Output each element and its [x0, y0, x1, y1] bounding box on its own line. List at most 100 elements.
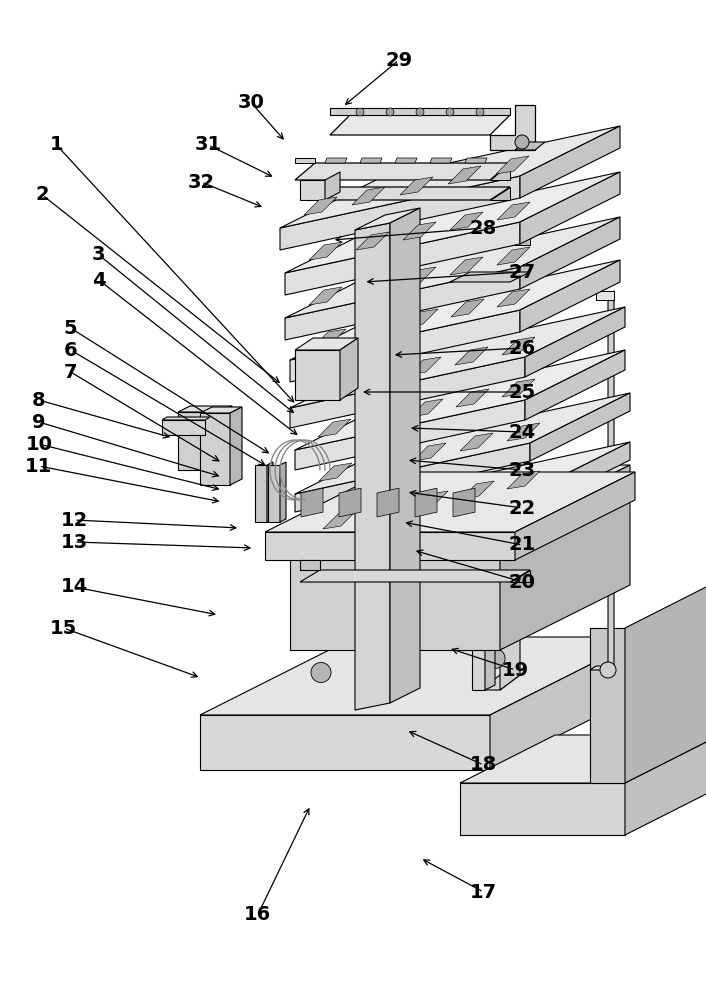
- Polygon shape: [415, 491, 448, 509]
- Polygon shape: [403, 267, 436, 285]
- Polygon shape: [400, 177, 433, 195]
- Polygon shape: [502, 379, 535, 397]
- Text: 19: 19: [502, 660, 529, 680]
- Polygon shape: [410, 399, 443, 417]
- Polygon shape: [450, 212, 483, 230]
- Text: 27: 27: [509, 262, 536, 282]
- Circle shape: [515, 135, 529, 149]
- Polygon shape: [280, 462, 286, 522]
- Polygon shape: [461, 481, 494, 499]
- Circle shape: [496, 484, 507, 494]
- Polygon shape: [295, 158, 315, 163]
- Polygon shape: [162, 417, 210, 420]
- Polygon shape: [200, 715, 490, 770]
- Polygon shape: [300, 442, 630, 542]
- Circle shape: [476, 108, 484, 116]
- Circle shape: [450, 488, 460, 498]
- Polygon shape: [319, 463, 352, 481]
- Polygon shape: [465, 158, 487, 163]
- Polygon shape: [497, 202, 530, 220]
- Text: 8: 8: [32, 390, 46, 410]
- Polygon shape: [295, 443, 530, 512]
- Polygon shape: [480, 675, 520, 690]
- Polygon shape: [472, 200, 485, 690]
- Text: 6: 6: [64, 340, 78, 360]
- Polygon shape: [456, 389, 489, 407]
- Text: 10: 10: [25, 434, 52, 454]
- Polygon shape: [377, 488, 399, 517]
- Polygon shape: [490, 163, 510, 180]
- Polygon shape: [220, 406, 232, 470]
- Polygon shape: [460, 735, 706, 783]
- Polygon shape: [290, 310, 520, 382]
- Text: 18: 18: [470, 756, 497, 774]
- Text: 31: 31: [195, 135, 222, 154]
- Polygon shape: [313, 329, 346, 347]
- Polygon shape: [390, 208, 420, 703]
- Polygon shape: [366, 453, 399, 471]
- Polygon shape: [520, 217, 620, 289]
- Polygon shape: [490, 105, 535, 150]
- Polygon shape: [309, 242, 342, 260]
- Polygon shape: [520, 126, 620, 198]
- Polygon shape: [430, 158, 452, 163]
- Circle shape: [386, 108, 394, 116]
- Polygon shape: [500, 465, 630, 650]
- Text: 1: 1: [49, 135, 64, 154]
- Polygon shape: [415, 488, 437, 517]
- Polygon shape: [500, 200, 520, 690]
- Text: 25: 25: [509, 382, 536, 401]
- Polygon shape: [490, 187, 510, 200]
- Text: 2: 2: [35, 186, 49, 205]
- Polygon shape: [285, 172, 620, 273]
- Polygon shape: [295, 338, 358, 350]
- Polygon shape: [460, 783, 625, 835]
- Polygon shape: [510, 232, 530, 245]
- Polygon shape: [608, 291, 614, 300]
- Polygon shape: [405, 309, 438, 327]
- Polygon shape: [323, 511, 356, 529]
- Polygon shape: [300, 187, 510, 200]
- Polygon shape: [290, 530, 500, 650]
- Polygon shape: [359, 319, 392, 337]
- Text: 16: 16: [244, 906, 271, 924]
- Text: 28: 28: [470, 219, 497, 237]
- Polygon shape: [265, 532, 515, 560]
- Circle shape: [485, 648, 505, 668]
- Polygon shape: [500, 190, 520, 210]
- Polygon shape: [309, 287, 342, 305]
- Polygon shape: [525, 350, 625, 420]
- Polygon shape: [355, 208, 420, 230]
- Text: 5: 5: [64, 318, 78, 338]
- Polygon shape: [290, 307, 625, 408]
- Polygon shape: [290, 357, 525, 428]
- Polygon shape: [178, 412, 220, 470]
- Circle shape: [600, 662, 616, 678]
- Polygon shape: [285, 217, 620, 318]
- Polygon shape: [330, 108, 510, 115]
- Text: 17: 17: [470, 882, 497, 902]
- Polygon shape: [200, 407, 242, 413]
- Polygon shape: [356, 277, 389, 295]
- Polygon shape: [200, 637, 645, 715]
- Polygon shape: [295, 350, 625, 450]
- Polygon shape: [290, 465, 630, 530]
- Polygon shape: [295, 393, 630, 494]
- Text: 11: 11: [25, 456, 52, 476]
- Polygon shape: [361, 367, 394, 385]
- Polygon shape: [403, 222, 436, 240]
- Text: 26: 26: [509, 338, 536, 358]
- Polygon shape: [295, 163, 510, 180]
- Polygon shape: [369, 501, 402, 519]
- Text: 23: 23: [509, 460, 536, 480]
- Polygon shape: [200, 413, 230, 485]
- Text: 24: 24: [509, 422, 536, 442]
- Polygon shape: [285, 267, 520, 340]
- Polygon shape: [408, 357, 441, 375]
- Polygon shape: [295, 400, 525, 470]
- Circle shape: [416, 108, 424, 116]
- Polygon shape: [497, 247, 530, 265]
- Polygon shape: [497, 289, 530, 307]
- Polygon shape: [355, 223, 390, 710]
- Polygon shape: [608, 291, 614, 670]
